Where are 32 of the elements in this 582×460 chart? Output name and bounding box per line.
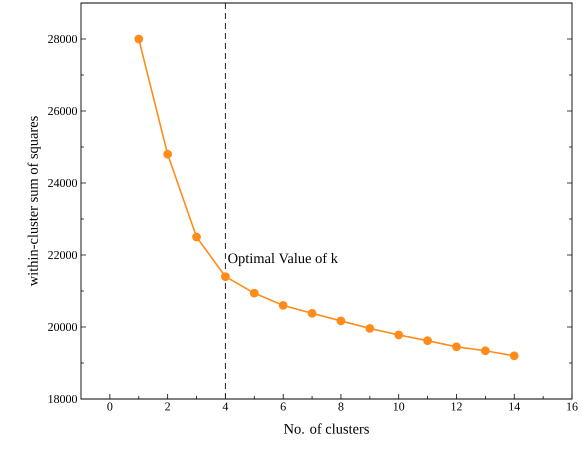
point bbox=[278, 301, 288, 310]
point bbox=[480, 346, 490, 356]
x-tick-label: 10 bbox=[394, 402, 404, 411]
point bbox=[452, 342, 461, 352]
y-tick-label: 22000 bbox=[48, 250, 78, 260]
x-tick-label: 16 bbox=[567, 402, 578, 411]
point bbox=[163, 150, 172, 159]
point bbox=[250, 288, 259, 298]
y-tick-label: 20000 bbox=[48, 322, 78, 332]
y-tick-label: 26000 bbox=[48, 106, 78, 116]
point bbox=[221, 272, 230, 281]
x-tick-label: 0 bbox=[107, 402, 112, 411]
x-axis-title: No. of clusters bbox=[284, 423, 369, 434]
x-tick-label: 4 bbox=[222, 402, 228, 410]
x-tick-label: 14 bbox=[509, 402, 520, 410]
x-tick-label: 6 bbox=[280, 402, 286, 411]
ref-line-label: Optimal Value of k bbox=[228, 252, 338, 266]
y-axis-title: within-cluster sum of squares bbox=[28, 116, 41, 286]
point bbox=[134, 34, 144, 44]
point bbox=[510, 351, 519, 360]
point bbox=[365, 324, 374, 333]
y-tick-label: 28000 bbox=[48, 34, 78, 44]
y-tick-label: 24000 bbox=[48, 178, 78, 188]
point bbox=[192, 232, 201, 242]
x-tick-label: 2 bbox=[165, 402, 170, 410]
x-tick-label: 12 bbox=[452, 402, 462, 410]
point bbox=[308, 308, 316, 318]
point bbox=[423, 336, 432, 346]
point bbox=[394, 330, 404, 340]
point bbox=[336, 316, 346, 326]
x-tick-label: 8 bbox=[338, 402, 344, 411]
y-tick-label: 18000 bbox=[48, 394, 78, 404]
